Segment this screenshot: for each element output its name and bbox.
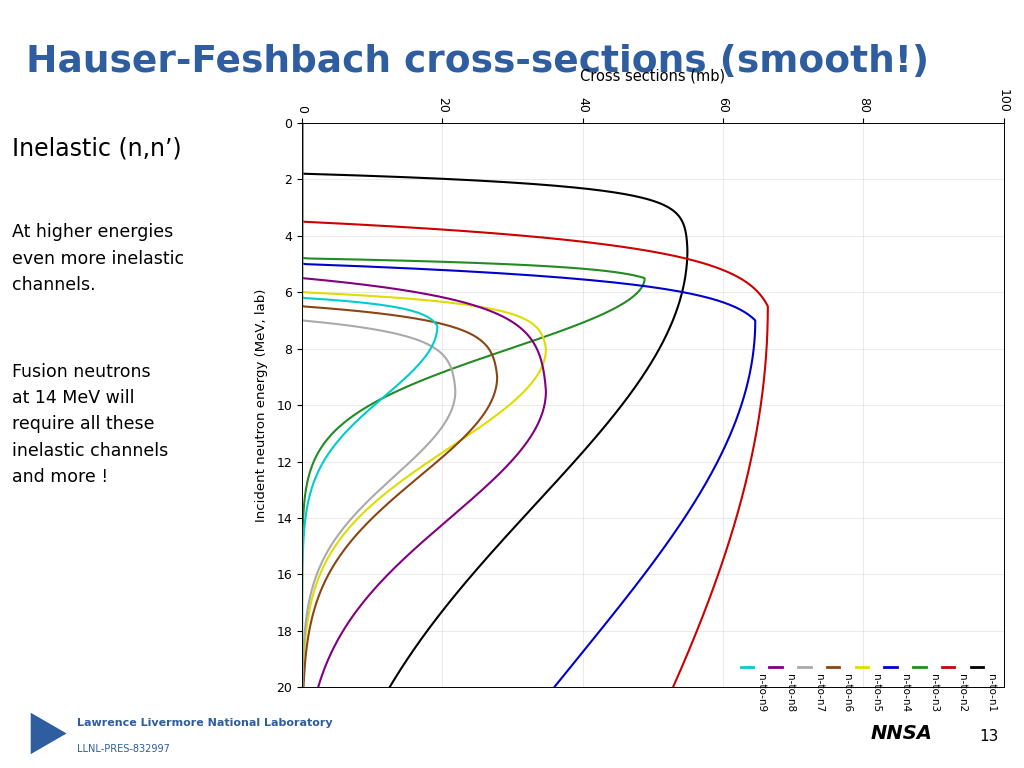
Text: Inelastic (n,n’): Inelastic (n,n’)	[11, 137, 181, 161]
Y-axis label: Incident neutron energy (MeV, lab): Incident neutron energy (MeV, lab)	[255, 289, 268, 521]
Text: NNSA: NNSA	[870, 724, 932, 743]
Text: Lawrence Livermore National Laboratory: Lawrence Livermore National Laboratory	[77, 718, 333, 728]
X-axis label: Cross sections (mb): Cross sections (mb)	[581, 69, 725, 84]
Text: 13: 13	[979, 730, 998, 744]
Polygon shape	[31, 713, 67, 754]
Text: LLNL-PRES-832997: LLNL-PRES-832997	[77, 743, 170, 753]
Legend: n-to-n9, n-to-n8, n-to-n7, n-to-n6, n-to-n5, n-to-n4, n-to-n3, n-to-n2, n-to-n1: n-to-n9, n-to-n8, n-to-n7, n-to-n6, n-to…	[738, 635, 998, 682]
Text: Hauser-Feshbach cross-sections (smooth!): Hauser-Feshbach cross-sections (smooth!)	[26, 45, 929, 81]
Text: Fusion neutrons
at 14 MeV will
require all these
inelastic channels
and more !: Fusion neutrons at 14 MeV will require a…	[11, 362, 168, 486]
Text: At higher energies
even more inelastic
channels.: At higher energies even more inelastic c…	[11, 223, 183, 294]
